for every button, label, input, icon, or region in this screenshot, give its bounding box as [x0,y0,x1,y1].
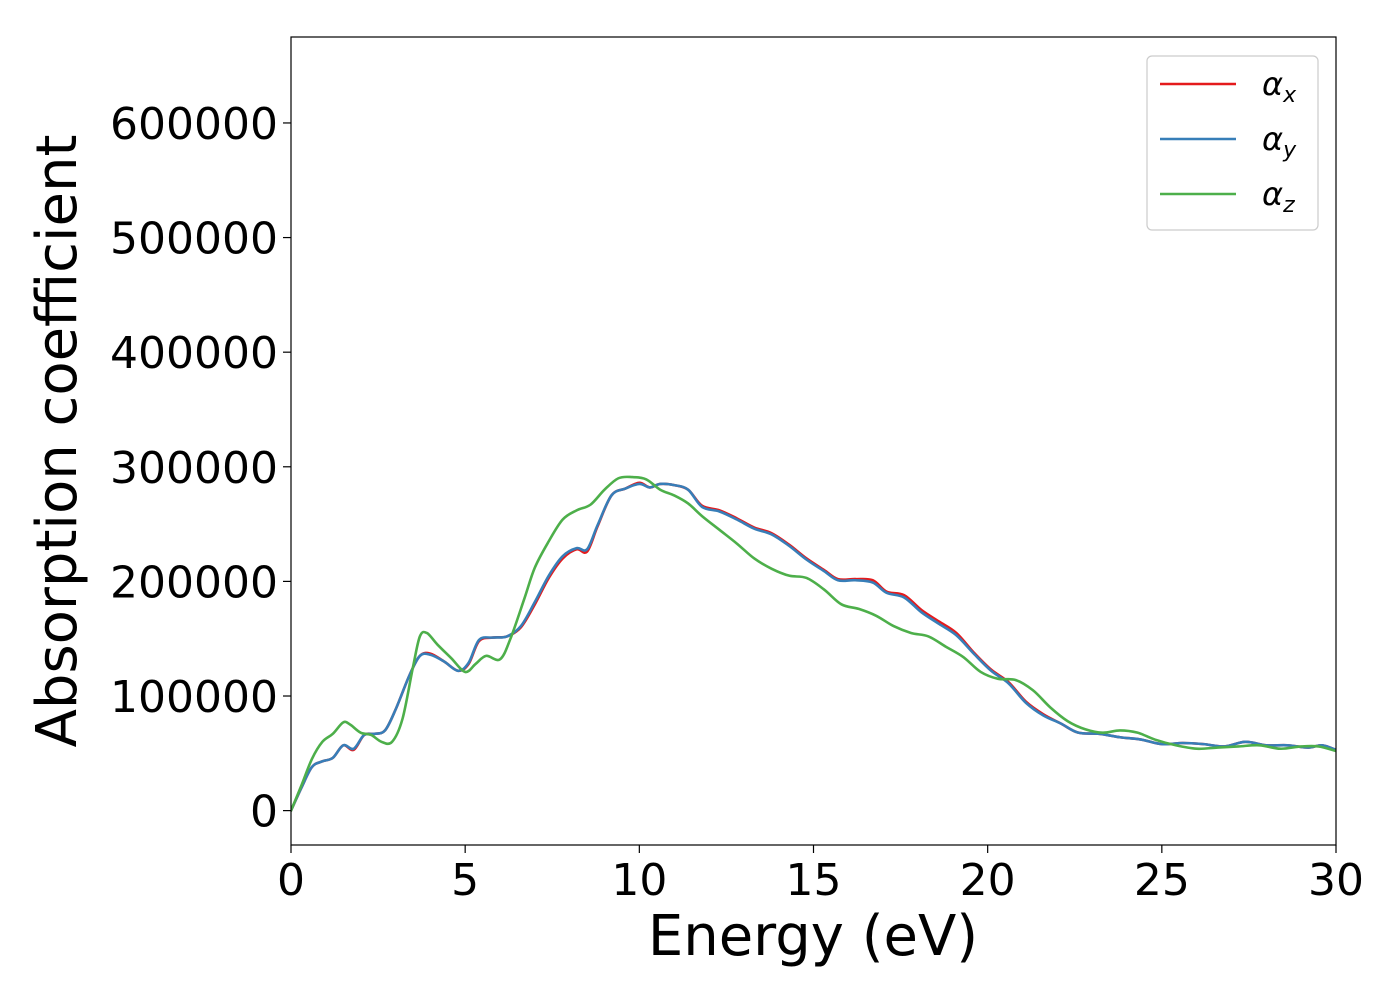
y-axis: 0 100000 200000 300000 400000 500000 600000 [110,99,291,838]
y-tick-label: 200000 [110,557,278,608]
y-tick-label: 300000 [110,443,278,494]
y-tick-label: 0 [250,787,278,838]
x-tick-label: 15 [786,855,842,906]
x-axis-title: Energy (eV) [648,904,978,969]
legend-box [1146,55,1319,231]
legend-label-alpha-x: αx [1262,65,1297,108]
x-tick-label: 10 [611,855,667,906]
x-tick-label: 5 [451,855,479,906]
legend-label-alpha-y: αy [1262,120,1297,163]
legend-label-alpha-z: αz [1262,175,1295,218]
x-tick-label: 30 [1308,855,1364,906]
legend: αx αy αz [1146,55,1319,231]
series-line-alpha-x [291,481,1336,812]
y-tick-label: 400000 [110,328,278,379]
series-line-alpha-y [291,482,1336,812]
x-tick-label: 25 [1134,855,1190,906]
y-tick-label: 100000 [110,672,278,723]
x-tick-label: 0 [277,855,305,906]
y-axis-title: Absorption coefficient [25,135,90,748]
series-line-alpha-z [291,475,1336,812]
y-tick-label: 500000 [110,214,278,265]
y-tick-label: 600000 [110,99,278,150]
x-axis: 0 5 10 15 20 25 30 [277,845,1364,906]
x-tick-label: 20 [960,855,1016,906]
series-lines [291,475,1336,812]
